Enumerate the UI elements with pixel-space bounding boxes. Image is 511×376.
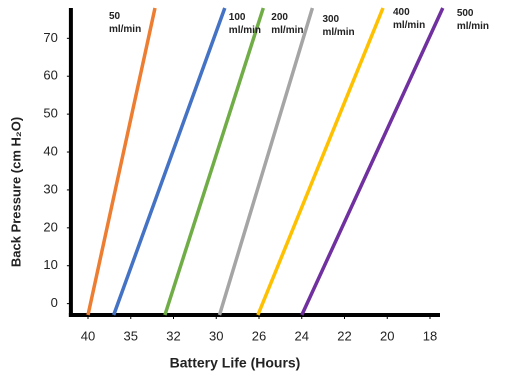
x-tick-label: 30: [209, 328, 223, 343]
x-tick-label: 20: [380, 328, 394, 343]
line-series: [163, 7, 265, 316]
x-tick-label: 35: [124, 328, 138, 343]
series-label: 200 ml/min: [271, 12, 304, 36]
x-tick-label: 18: [423, 328, 437, 343]
x-tick-label: 26: [252, 328, 266, 343]
x-tick-label: 40: [81, 328, 95, 343]
y-axis-title: Back Pressure (cm H₂O): [8, 117, 23, 267]
line-series: [217, 7, 315, 316]
series-label: 400 ml/min: [392, 7, 426, 31]
series-label: 500 ml/min: [456, 8, 490, 32]
x-tick-label: 32: [166, 328, 180, 343]
x-tick-label: 24: [295, 328, 309, 343]
x-tick-label: 22: [337, 328, 351, 343]
y-tick-label: 60: [43, 68, 57, 83]
y-tick-label: 30: [43, 181, 57, 196]
y-tick-label: 40: [43, 143, 57, 158]
series-label: 300 ml/min: [322, 14, 355, 38]
series-label: 100 ml/min: [228, 12, 262, 36]
line-series: [256, 7, 385, 316]
x-axis-title: Battery Life (Hours): [170, 355, 301, 371]
y-tick-label: 50: [43, 106, 57, 121]
y-tick-label: 0: [51, 295, 58, 310]
y-tick-label: 70: [43, 30, 57, 45]
line-series: [86, 7, 157, 316]
y-tick-label: 20: [43, 219, 57, 234]
y-tick-label: 10: [43, 257, 57, 272]
series-label: 50 ml/min: [108, 11, 142, 35]
line-series: [112, 7, 227, 316]
line-series: [300, 7, 445, 316]
